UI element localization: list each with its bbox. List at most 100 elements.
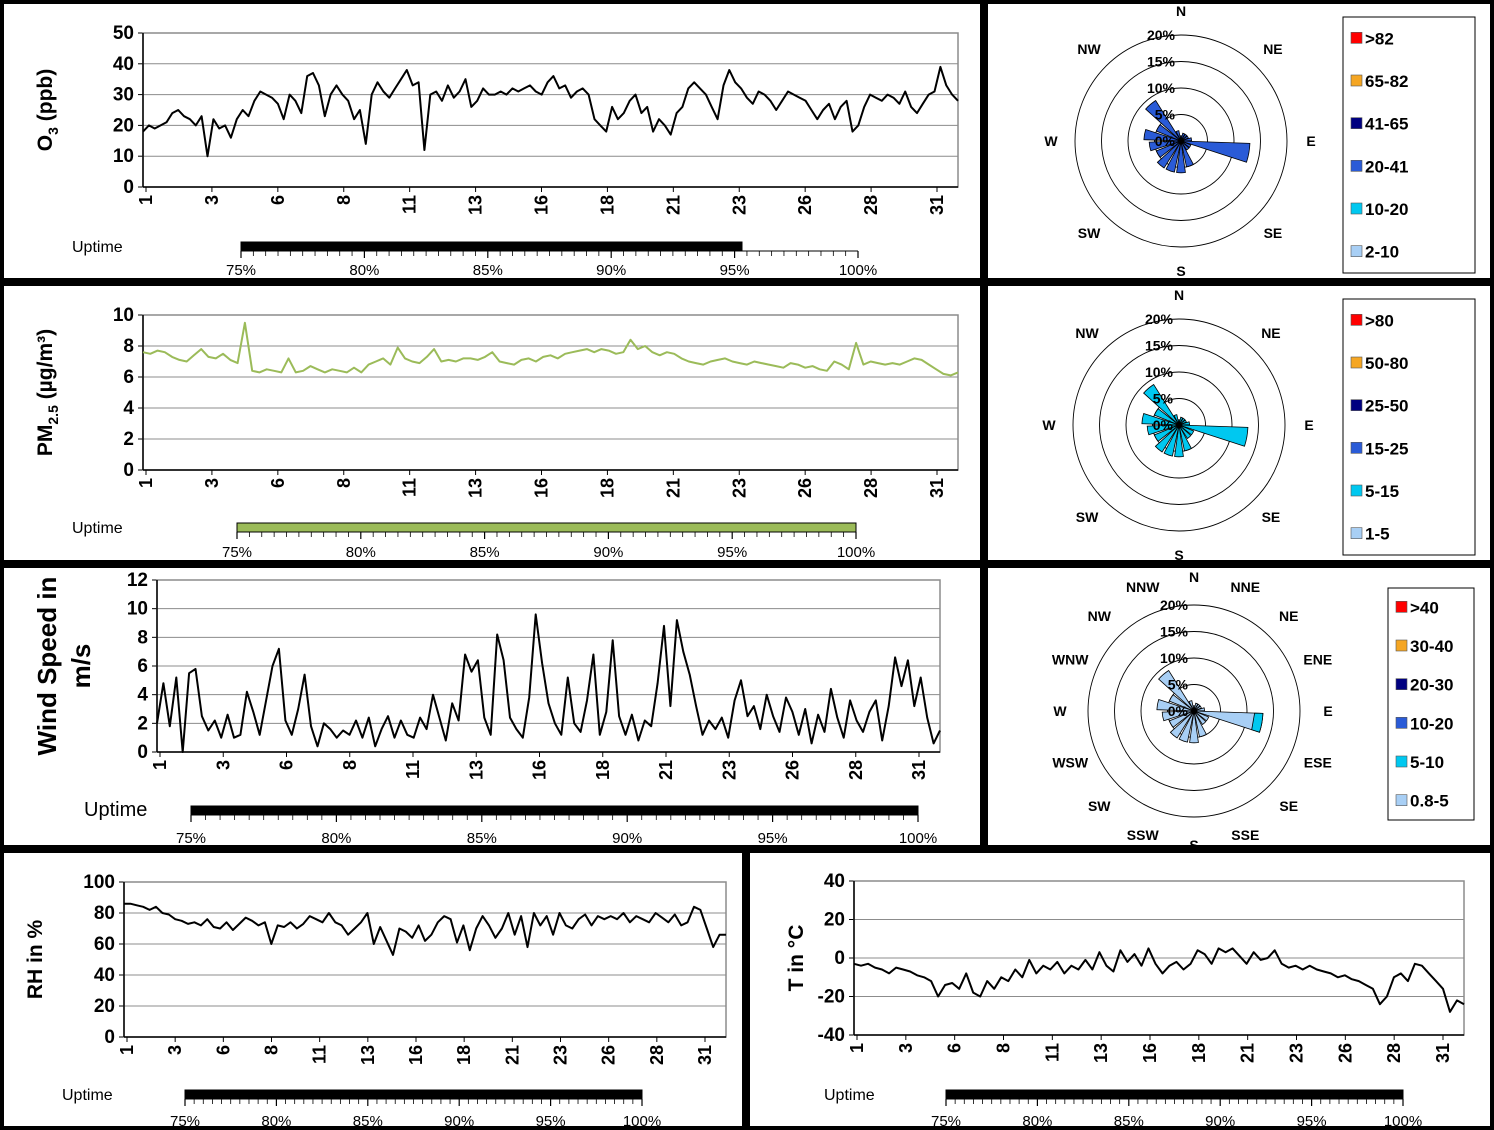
xtick-label-rh-11: 28	[647, 1045, 667, 1065]
legend-box-rose_o3	[1342, 16, 1476, 274]
petal-rose_pm-6	[1178, 424, 1195, 436]
uptime-tick-label-pm25-2: 85%	[470, 544, 500, 561]
ytick-label-ws-2: 4	[137, 685, 148, 706]
series-line-o3-0	[142, 65, 959, 158]
uptime-tick-label-rh-2: 85%	[353, 1113, 383, 1130]
direction-label-rose_ws-9: SSW	[1127, 827, 1160, 843]
ytick-label-ws-0: 0	[137, 742, 148, 763]
petal-rose_ws-11	[1169, 710, 1195, 739]
direction-label-rose_o3-1: NE	[1263, 41, 1282, 57]
ring-rose_ws-4	[1087, 604, 1301, 818]
ytick-label-o3-4: 40	[113, 54, 134, 75]
xtick-label-ws-10: 26	[783, 760, 803, 780]
panel-border-7	[746, 849, 1494, 1130]
uptime-label-o3: Uptime	[72, 239, 123, 256]
petal-rose_pm-14	[1141, 412, 1180, 426]
xtick-label-pm25-0: 1	[136, 478, 156, 488]
petal-rose_pm-13	[1146, 424, 1180, 436]
ytick-label-t-0: -40	[818, 1025, 845, 1046]
petal-rose_ws-8	[1193, 710, 1207, 738]
xtick-label-t-7: 18	[1189, 1043, 1209, 1063]
direction-label-rose_pm-0: N	[1174, 287, 1184, 303]
panel-border-0	[0, 0, 984, 282]
legend-swatch-rose_o3-2	[1350, 117, 1363, 129]
ytick-label-rh-2: 40	[94, 965, 115, 986]
ring-rose_pm-2	[1125, 371, 1233, 479]
direction-label-rose_pm-1: NE	[1261, 325, 1280, 341]
petal-rose_pm-8	[1178, 424, 1192, 452]
uptime-tick-label-pm25-4: 95%	[717, 544, 747, 561]
direction-label-rose_ws-8: S	[1189, 837, 1198, 853]
uptime-tick-label-pm25-3: 90%	[593, 544, 623, 561]
xtick-label-pm25-4: 11	[400, 478, 420, 497]
xtick-label-t-6: 16	[1140, 1043, 1160, 1063]
legend-swatch-rose_pm-1	[1350, 356, 1363, 369]
series-line-t-0	[853, 947, 1465, 1013]
ytick-label-ws-1: 2	[137, 713, 148, 734]
uptime-label-pm25: Uptime	[72, 520, 123, 537]
y-axis-title-o3: O3 (ppb)	[34, 69, 61, 151]
xtick-label-rh-12: 31	[695, 1045, 715, 1065]
y-title-main: PM	[34, 425, 57, 457]
legend-swatch-rose_pm-0	[1350, 314, 1363, 326]
direction-label-rose_o3-6: W	[1044, 133, 1058, 149]
legend-swatch-rose_o3-0	[1350, 32, 1363, 44]
xtick-label-pm25-6: 16	[532, 478, 552, 498]
ring-label-rose_ws-3: 15%	[1160, 624, 1189, 640]
petal-rose_pm-4	[1178, 421, 1191, 426]
direction-label-rose_o3-7: NW	[1077, 41, 1101, 57]
series-line-rh-0	[124, 902, 726, 956]
ytick-label-rh-4: 80	[94, 903, 115, 924]
legend-swatch-rose_pm-4	[1350, 484, 1363, 497]
xtick-label-ws-11: 28	[846, 760, 866, 780]
xtick-label-rh-8: 21	[502, 1045, 522, 1065]
uptime-tick-label-ws-2: 85%	[467, 830, 497, 847]
legend-label-rose_pm-5: 1-5	[1365, 525, 1390, 544]
ring-label-rose_o3-4: 20%	[1147, 27, 1176, 43]
xtick-label-o3-6: 16	[532, 195, 552, 215]
legend-label-rose_o3-1: 65-82	[1365, 72, 1408, 91]
petal-rose_pm-3	[1178, 419, 1187, 426]
ring-label-rose_pm-1: 5%	[1153, 391, 1174, 407]
ring-label-rose_pm-2: 10%	[1145, 364, 1174, 380]
direction-label-rose_pm-4: S	[1174, 547, 1183, 563]
legend-label-rose_ws-5: 0.8-5	[1410, 792, 1449, 811]
uptime-tick-label-rh-3: 90%	[444, 1113, 474, 1130]
petal-rose_ws-4	[1193, 707, 1206, 712]
petal-rose_o3-13	[1148, 140, 1182, 152]
uptime-label-ws: Uptime	[84, 799, 147, 821]
legend-swatch-rose_ws-0	[1395, 601, 1408, 613]
petal-rose_pm-15	[1153, 408, 1180, 426]
xtick-label-ws-9: 23	[719, 760, 739, 780]
direction-label-rose_pm-7: NW	[1075, 325, 1099, 341]
direction-label-rose_o3-2: E	[1306, 133, 1315, 149]
legend-label-rose_ws-3: 10-20	[1410, 714, 1453, 733]
ring-label-rose_pm-0: 0%	[1153, 417, 1174, 433]
plot-area-o3	[142, 32, 959, 188]
petal-rose_ws-3	[1193, 705, 1202, 712]
ring-label-rose_pm-4: 20%	[1145, 311, 1174, 327]
direction-label-rose_o3-4: S	[1176, 263, 1185, 279]
ring-label-rose_o3-1: 5%	[1155, 107, 1176, 123]
uptime-tick-label-o3-0: 75%	[226, 262, 256, 279]
uptime-tick-label-o3-1: 80%	[349, 262, 379, 279]
uptime-tick-label-o3-5: 100%	[839, 262, 877, 279]
xtick-label-pm25-10: 26	[795, 478, 815, 498]
petal-rose_o3-17	[1175, 130, 1182, 142]
xtick-label-ws-7: 18	[593, 760, 613, 780]
uptime-bar-rh	[184, 1089, 643, 1100]
ytick-label-ws-6: 12	[127, 570, 148, 591]
xtick-label-t-5: 13	[1091, 1043, 1111, 1063]
ytick-label-ws-3: 6	[137, 656, 148, 677]
xtick-label-rh-4: 11	[310, 1045, 330, 1064]
petal-rose_o3-7	[1180, 140, 1190, 151]
petal-rose_pm-11	[1154, 424, 1180, 453]
panel-border-2	[0, 282, 984, 564]
petal-rose_ws-14	[1156, 698, 1195, 712]
ytick-label-rh-0: 0	[104, 1027, 115, 1048]
petal-tip-rose_ws-5	[1251, 712, 1264, 733]
legend-label-rose_pm-1: 50-80	[1365, 354, 1408, 373]
uptime-tick-label-rh-1: 80%	[261, 1113, 291, 1130]
direction-label-rose_ws-5: ESE	[1304, 754, 1332, 770]
xtick-label-pm25-12: 31	[927, 478, 947, 498]
